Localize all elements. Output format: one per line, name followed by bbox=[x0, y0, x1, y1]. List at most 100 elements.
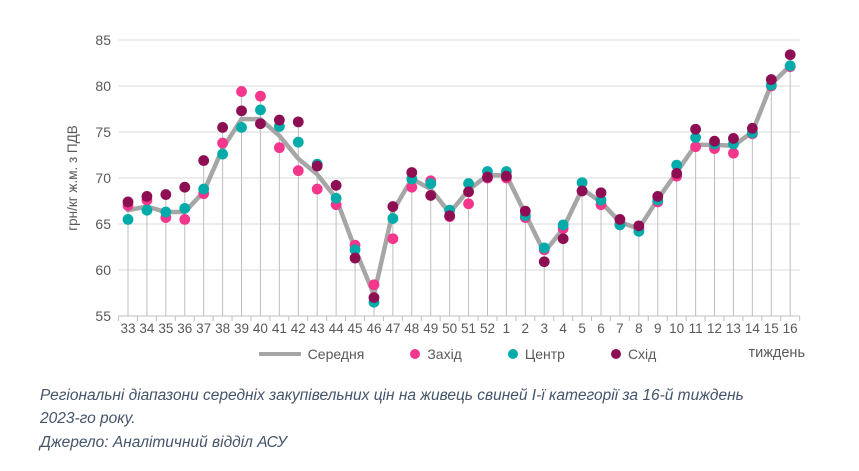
data-point-Центр bbox=[236, 122, 247, 133]
legend-item-Схід: Схід bbox=[610, 346, 657, 362]
data-point-Центр bbox=[387, 213, 399, 224]
data-point-Схід bbox=[482, 171, 493, 183]
x-tick-label: 12 bbox=[707, 321, 722, 336]
legend-dot-Схід bbox=[610, 349, 621, 359]
data-point-Схід bbox=[463, 186, 474, 198]
data-point-Схід bbox=[501, 170, 512, 182]
data-point-Схід bbox=[368, 292, 380, 303]
data-point-Центр bbox=[255, 104, 266, 116]
data-point-Схід bbox=[784, 49, 796, 61]
data-point-Схід bbox=[122, 196, 134, 208]
x-tick-label: 35 bbox=[158, 321, 173, 336]
data-point-Схід bbox=[255, 118, 266, 130]
x-tick-label: 14 bbox=[745, 321, 761, 336]
x-tick-label: 7 bbox=[616, 321, 624, 336]
x-tick-label: 5 bbox=[578, 321, 586, 336]
data-point-Центр bbox=[179, 202, 191, 214]
caption-line-2: 2023-го року. bbox=[40, 410, 136, 428]
x-tick-label: 16 bbox=[783, 321, 798, 336]
data-point-Захід bbox=[273, 142, 285, 154]
data-point-Схід bbox=[330, 179, 342, 191]
data-point-Захід bbox=[728, 147, 739, 159]
chart-caption: Регіональні діапазони середніх закупівел… bbox=[40, 384, 831, 454]
x-tick-label: 41 bbox=[272, 321, 287, 336]
data-point-Центр bbox=[141, 204, 153, 216]
data-point-Захід bbox=[217, 137, 229, 149]
x-tick-label: 38 bbox=[215, 321, 230, 336]
data-point-Схід bbox=[633, 220, 645, 232]
data-point-Схід bbox=[652, 191, 664, 202]
data-point-Захід bbox=[292, 165, 304, 177]
x-tick-label: 51 bbox=[461, 321, 476, 336]
data-point-Схід bbox=[765, 74, 777, 85]
x-tick-label: 39 bbox=[234, 321, 249, 336]
data-point-Центр bbox=[198, 183, 210, 195]
x-tick-label: 4 bbox=[559, 321, 567, 336]
data-point-Центр bbox=[557, 219, 569, 231]
data-point-Схід bbox=[671, 168, 683, 179]
x-tick-label: 10 bbox=[669, 321, 684, 336]
data-point-Схід bbox=[160, 189, 172, 200]
legend-item-Захід: Захід bbox=[410, 347, 462, 361]
x-tick-label: 43 bbox=[310, 321, 325, 336]
data-point-Схід bbox=[444, 210, 456, 222]
x-tick-label: 34 bbox=[139, 321, 155, 336]
legend-label: Захід bbox=[427, 346, 462, 362]
legend-dot-Центр bbox=[507, 349, 518, 359]
data-point-Схід bbox=[273, 114, 285, 126]
data-point-Схід bbox=[141, 191, 153, 202]
series-line-Середня bbox=[125, 63, 793, 298]
data-point-Захід bbox=[179, 214, 191, 225]
data-point-Центр bbox=[784, 60, 796, 72]
legend-label: Схід bbox=[627, 346, 657, 362]
data-point-Центр bbox=[330, 192, 342, 204]
data-point-Центр bbox=[690, 132, 701, 143]
data-point-Схід bbox=[179, 181, 191, 193]
y-tick-label: 80 bbox=[95, 78, 111, 94]
data-point-Схід bbox=[387, 201, 399, 212]
data-point-Схід bbox=[292, 116, 304, 128]
data-point-Захід bbox=[255, 90, 266, 102]
data-point-Схід bbox=[406, 167, 418, 178]
x-axis-unit-label: тиждень bbox=[748, 345, 805, 361]
legend-label: Середня bbox=[307, 346, 365, 362]
x-tick-label: 42 bbox=[291, 321, 306, 336]
caption-line-1: Регіональні діапазони середніх закупівел… bbox=[40, 387, 744, 404]
data-point-Схід bbox=[198, 155, 210, 166]
data-point-Схід bbox=[425, 190, 437, 201]
x-tick-label: 40 bbox=[253, 321, 268, 336]
legend-item-Середня: Середня bbox=[258, 346, 365, 362]
data-point-Схід bbox=[236, 105, 247, 117]
x-tick-label: 3 bbox=[540, 321, 548, 336]
data-point-Схід bbox=[538, 256, 550, 268]
y-tick-label: 75 bbox=[95, 124, 111, 140]
data-point-Схід bbox=[519, 205, 531, 217]
data-point-Схід bbox=[217, 122, 229, 133]
x-tick-label: 37 bbox=[196, 321, 211, 336]
legend-label: Центр bbox=[524, 346, 565, 362]
x-tick-label: 44 bbox=[329, 321, 345, 336]
x-tick-label: 1 bbox=[503, 321, 511, 336]
x-tick-label: 15 bbox=[764, 321, 779, 336]
x-tick-label: 49 bbox=[423, 321, 438, 336]
data-point-Захід bbox=[311, 183, 323, 195]
y-tick-label: 65 bbox=[95, 216, 111, 232]
x-tick-label: 48 bbox=[404, 321, 419, 336]
y-tick-label: 70 bbox=[95, 170, 111, 186]
x-tick-label: 45 bbox=[348, 321, 363, 336]
data-point-Центр bbox=[217, 148, 229, 160]
x-tick-label: 36 bbox=[177, 321, 192, 336]
data-point-Захід bbox=[368, 279, 380, 291]
y-tick-label: 85 bbox=[95, 32, 111, 48]
x-tick-label: 9 bbox=[654, 321, 662, 336]
data-point-Схід bbox=[746, 122, 758, 134]
legend-items: Середня Захід Центр Схід bbox=[0, 343, 859, 365]
y-axis-title: грн/кг ж.м. з ПДВ bbox=[65, 125, 80, 231]
x-tick-label: 46 bbox=[366, 321, 381, 336]
x-tick-label: 33 bbox=[120, 321, 135, 336]
data-point-Захід bbox=[690, 141, 701, 153]
data-point-Схід bbox=[728, 133, 739, 144]
data-point-Схід bbox=[349, 252, 361, 264]
data-point-Центр bbox=[160, 206, 172, 218]
